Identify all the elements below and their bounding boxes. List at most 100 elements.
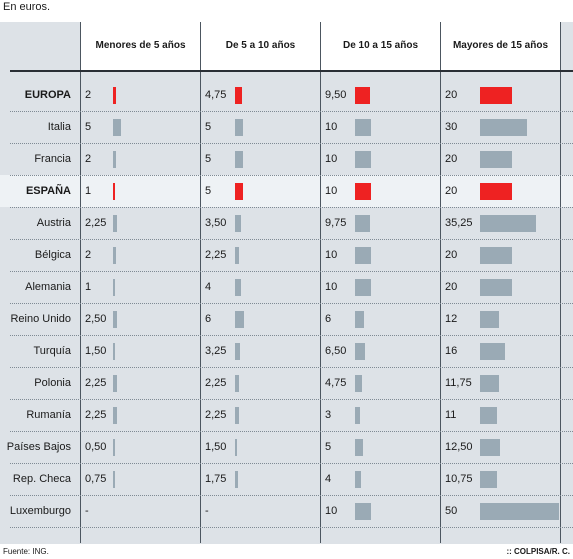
row-background — [0, 303, 573, 335]
data-bar — [113, 279, 115, 296]
data-bar — [355, 503, 371, 520]
data-bar — [480, 215, 536, 232]
value-label: 20 — [445, 249, 458, 261]
data-bar — [113, 407, 117, 424]
data-bar — [113, 215, 117, 232]
column-divider — [320, 22, 321, 543]
data-bar — [113, 343, 116, 360]
header-rule — [10, 70, 573, 72]
data-bar — [480, 87, 512, 104]
value-label: 4 — [205, 281, 212, 293]
data-bar — [113, 119, 121, 136]
value-label: 3,50 — [205, 217, 227, 229]
value-label: 0,75 — [85, 473, 107, 485]
data-bar — [113, 471, 115, 488]
data-bar — [480, 343, 506, 360]
data-bar — [480, 119, 528, 136]
credit-note: :: COLPISA/R. C. — [506, 547, 570, 556]
value-label: 6 — [325, 313, 332, 325]
source-note: Fuente: ING. — [3, 547, 49, 556]
data-bar — [235, 215, 241, 232]
country-label: Italia — [47, 121, 71, 133]
country-label: Rumanía — [26, 409, 71, 421]
row-background — [0, 495, 573, 527]
value-label: 10 — [325, 185, 338, 197]
data-bar — [113, 375, 117, 392]
country-label: Reino Unido — [10, 313, 71, 325]
data-bar — [355, 215, 371, 232]
value-label: 35,25 — [445, 217, 473, 229]
value-label: 10 — [325, 281, 338, 293]
value-label: 4 — [325, 473, 332, 485]
value-label: 9,50 — [325, 89, 347, 101]
value-label: 6 — [205, 313, 212, 325]
value-label: 20 — [445, 89, 458, 101]
column-divider — [560, 22, 561, 543]
value-label: 2,25 — [85, 217, 107, 229]
data-bar — [355, 151, 371, 168]
value-label: 2,50 — [85, 313, 107, 325]
row-separator — [10, 463, 573, 464]
country-label: Austria — [36, 217, 71, 229]
country-label: Rep. Checa — [12, 473, 71, 485]
column-header: Menores de 5 años — [81, 22, 200, 70]
data-bar — [480, 471, 497, 488]
country-label: ESPAÑA — [25, 185, 71, 197]
row-separator — [10, 527, 573, 528]
value-label: 6,50 — [325, 345, 347, 357]
country-label: Polonia — [34, 377, 71, 389]
value-label: 9,75 — [325, 217, 347, 229]
column-header: De 10 a 15 años — [321, 22, 440, 70]
data-bar — [480, 503, 559, 520]
value-label: 1 — [85, 281, 92, 293]
column-header: De 5 a 10 años — [201, 22, 320, 70]
row-background — [0, 239, 573, 271]
data-bar — [113, 311, 117, 328]
value-label: 10 — [325, 153, 338, 165]
value-label: 10,75 — [445, 473, 473, 485]
data-bar — [355, 119, 371, 136]
value-label: 2,25 — [85, 377, 107, 389]
data-bar — [480, 407, 498, 424]
data-bar — [235, 343, 241, 360]
row-separator — [10, 175, 573, 176]
data-bar — [235, 471, 238, 488]
value-label: 3,25 — [205, 345, 227, 357]
data-bar — [480, 151, 512, 168]
value-label: 5 — [325, 441, 332, 453]
value-label: 30 — [445, 121, 458, 133]
value-label: 3 — [325, 409, 332, 421]
value-label: 4,75 — [325, 377, 347, 389]
column-divider — [200, 22, 201, 543]
data-bar — [355, 471, 362, 488]
value-label: 12,50 — [445, 441, 473, 453]
row-separator — [10, 431, 573, 432]
row-separator — [10, 495, 573, 496]
row-separator — [10, 271, 573, 272]
value-label: 50 — [445, 505, 458, 517]
row-background — [0, 111, 573, 143]
data-bar — [235, 311, 245, 328]
data-bar — [355, 311, 365, 328]
value-label: 20 — [445, 153, 458, 165]
value-label: 0,50 — [85, 441, 107, 453]
country-label: Alemania — [25, 281, 71, 293]
value-label: 5 — [205, 121, 212, 133]
country-label: Bélgica — [34, 249, 71, 261]
country-label: Países Bajos — [6, 441, 71, 453]
country-label: EUROPA — [24, 89, 71, 101]
data-bar — [480, 439, 500, 456]
data-bar — [113, 87, 117, 104]
value-label: 1,50 — [85, 345, 107, 357]
data-bar — [235, 151, 243, 168]
value-label: 12 — [445, 313, 458, 325]
value-label: 2,25 — [85, 409, 107, 421]
data-bar — [480, 247, 512, 264]
data-bar — [355, 87, 370, 104]
country-label: Francia — [34, 153, 71, 165]
value-label: 20 — [445, 281, 458, 293]
data-bar — [235, 119, 243, 136]
value-label: 5 — [85, 121, 92, 133]
row-separator — [10, 111, 573, 112]
data-bar — [113, 183, 115, 200]
